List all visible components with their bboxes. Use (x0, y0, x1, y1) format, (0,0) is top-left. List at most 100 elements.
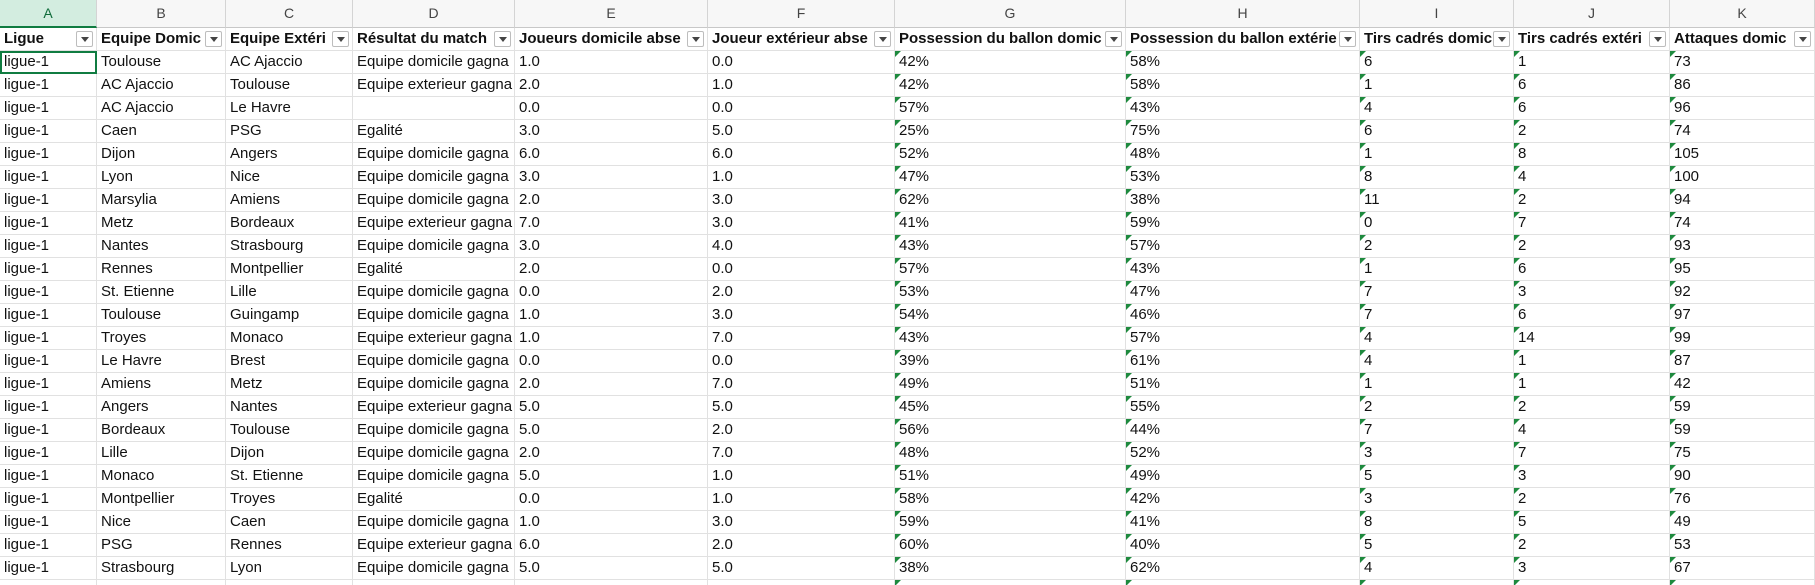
cell[interactable]: ligue-1 (0, 327, 97, 350)
cell[interactable]: 2 (1514, 120, 1670, 143)
header-cell[interactable]: Possession du ballon extérie (1126, 28, 1360, 51)
cell[interactable]: 44% (1126, 419, 1360, 442)
cell[interactable]: Toulouse (226, 74, 353, 97)
cell[interactable]: 3.0 (708, 189, 895, 212)
cell[interactable] (97, 580, 226, 585)
cell[interactable]: 0.0 (515, 281, 708, 304)
cell[interactable]: 6 (1514, 74, 1670, 97)
cell[interactable]: 2 (1514, 189, 1670, 212)
cell[interactable]: 90 (1670, 465, 1815, 488)
cell[interactable]: 57% (895, 97, 1126, 120)
cell[interactable]: 2.0 (708, 281, 895, 304)
cell[interactable]: ligue-1 (0, 465, 97, 488)
cell[interactable] (1514, 580, 1670, 585)
cell[interactable]: 3.0 (515, 120, 708, 143)
cell[interactable]: 2 (1514, 488, 1670, 511)
column-letter[interactable]: J (1514, 0, 1670, 28)
column-letter[interactable]: I (1360, 0, 1514, 28)
cell[interactable]: St. Etienne (97, 281, 226, 304)
cell[interactable]: 3 (1360, 442, 1514, 465)
cell[interactable]: Egalité (353, 488, 515, 511)
cell[interactable]: 3 (1360, 488, 1514, 511)
cell[interactable]: 0.0 (515, 488, 708, 511)
cell[interactable]: 42 (1670, 373, 1815, 396)
cell[interactable]: 52% (1126, 442, 1360, 465)
cell[interactable]: Equipe exterieur gagna (353, 396, 515, 419)
cell[interactable]: 105 (1670, 143, 1815, 166)
cell[interactable]: 5.0 (708, 120, 895, 143)
cell[interactable]: 6 (1360, 120, 1514, 143)
cell[interactable]: ligue-1 (0, 511, 97, 534)
cell[interactable]: 5 (1360, 465, 1514, 488)
cell[interactable]: 2.0 (515, 74, 708, 97)
cell[interactable]: 97 (1670, 304, 1815, 327)
cell[interactable]: 5.0 (515, 396, 708, 419)
cell[interactable]: 2.0 (515, 442, 708, 465)
filter-button[interactable] (76, 31, 93, 47)
cell[interactable]: 59 (1670, 419, 1815, 442)
cell[interactable]: Bordeaux (97, 419, 226, 442)
cell[interactable]: 7.0 (708, 442, 895, 465)
cell[interactable]: 41% (1126, 511, 1360, 534)
cell[interactable]: 62% (1126, 557, 1360, 580)
cell[interactable]: 2 (1514, 235, 1670, 258)
cell[interactable]: 40% (1126, 534, 1360, 557)
cell[interactable]: 8 (1360, 166, 1514, 189)
cell[interactable]: Lyon (97, 166, 226, 189)
cell[interactable]: Brest (226, 350, 353, 373)
cell[interactable]: 4.0 (708, 235, 895, 258)
header-cell[interactable]: Tirs cadrés extéri (1514, 28, 1670, 51)
cell[interactable]: 5.0 (515, 557, 708, 580)
cell[interactable]: 5.0 (708, 557, 895, 580)
filter-button[interactable] (1105, 31, 1122, 47)
cell[interactable]: Le Havre (226, 97, 353, 120)
cell[interactable]: 14 (1514, 327, 1670, 350)
cell[interactable]: 3.0 (708, 511, 895, 534)
cell[interactable]: ligue-1 (0, 212, 97, 235)
cell[interactable]: 46% (1126, 304, 1360, 327)
cell[interactable]: 58% (1126, 51, 1360, 74)
cell[interactable]: 51% (1126, 373, 1360, 396)
cell[interactable]: St. Etienne (226, 465, 353, 488)
header-cell[interactable]: Tirs cadrés domic (1360, 28, 1514, 51)
cell[interactable]: 96 (1670, 97, 1815, 120)
cell[interactable]: Amiens (97, 373, 226, 396)
column-letter[interactable]: H (1126, 0, 1360, 28)
cell[interactable]: 7 (1514, 442, 1670, 465)
cell[interactable]: 1.0 (708, 465, 895, 488)
cell[interactable]: 57% (1126, 327, 1360, 350)
cell[interactable]: Troyes (97, 327, 226, 350)
cell[interactable]: 1 (1360, 143, 1514, 166)
cell[interactable]: 42% (895, 74, 1126, 97)
cell[interactable]: 4 (1360, 327, 1514, 350)
header-cell[interactable]: Résultat du match (353, 28, 515, 51)
cell[interactable]: 42% (1126, 488, 1360, 511)
filter-button[interactable] (1649, 31, 1666, 47)
cell[interactable]: ligue-1 (0, 258, 97, 281)
cell[interactable]: Caen (97, 120, 226, 143)
column-letter[interactable]: F (708, 0, 895, 28)
cell[interactable]: 0.0 (515, 97, 708, 120)
cell[interactable]: ligue-1 (0, 396, 97, 419)
column-letter[interactable]: K (1670, 0, 1815, 28)
cell[interactable]: 1.0 (515, 327, 708, 350)
header-cell[interactable]: Joueur extérieur abse (708, 28, 895, 51)
cell[interactable]: 2.0 (708, 534, 895, 557)
cell[interactable]: 4 (1360, 97, 1514, 120)
cell[interactable]: 60% (895, 534, 1126, 557)
cell[interactable]: AC Ajaccio (97, 97, 226, 120)
cell[interactable]: Equipe domicile gagna (353, 442, 515, 465)
cell[interactable]: 6 (1514, 97, 1670, 120)
cell[interactable]: Dijon (97, 143, 226, 166)
cell[interactable] (0, 580, 97, 585)
cell[interactable]: Equipe domicile gagna (353, 189, 515, 212)
filter-button[interactable] (332, 31, 349, 47)
cell[interactable]: 57% (895, 258, 1126, 281)
cell[interactable]: 86 (1670, 74, 1815, 97)
cell[interactable]: 100 (1670, 166, 1815, 189)
cell[interactable]: 67 (1670, 557, 1815, 580)
cell[interactable]: 49 (1670, 511, 1815, 534)
cell[interactable]: ligue-1 (0, 557, 97, 580)
cell[interactable]: 74 (1670, 120, 1815, 143)
cell[interactable]: 8 (1514, 143, 1670, 166)
